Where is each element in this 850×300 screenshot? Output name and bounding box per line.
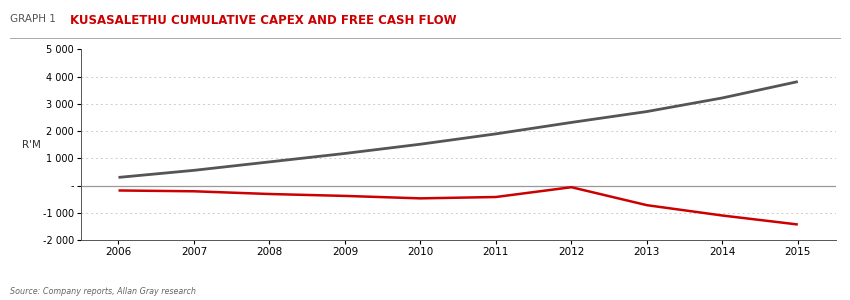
- Y-axis label: R'M: R'M: [22, 140, 41, 150]
- Text: KUSASALETHU CUMULATIVE CAPEX AND FREE CASH FLOW: KUSASALETHU CUMULATIVE CAPEX AND FREE CA…: [70, 14, 456, 26]
- Text: Source: Company reports, Allan Gray research: Source: Company reports, Allan Gray rese…: [10, 286, 196, 296]
- Text: GRAPH 1: GRAPH 1: [10, 14, 56, 23]
